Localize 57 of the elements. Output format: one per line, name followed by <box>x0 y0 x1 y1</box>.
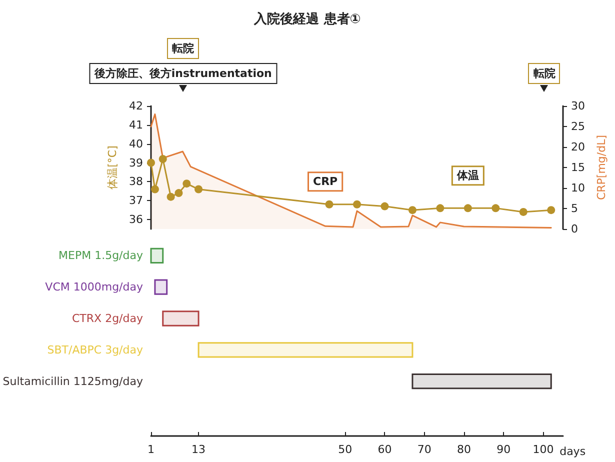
y2-tick-label: 20 <box>571 140 585 154</box>
text: 後方除圧、後方instrumentation <box>89 63 277 84</box>
point <box>436 204 444 212</box>
y-tick-label: MEPM 1.5g/day <box>58 249 144 262</box>
text: 転院 <box>167 38 200 59</box>
y-tick-label: 37 <box>129 194 143 208</box>
y-tick-label: 42 <box>129 100 143 112</box>
point <box>174 189 183 198</box>
y-tick-label: 41 <box>129 118 143 132</box>
y-tick-label: 38 <box>129 175 143 188</box>
y-tick-label: Sultamicillin 1125mg/day <box>2 374 144 388</box>
point <box>194 185 203 194</box>
point <box>325 200 334 208</box>
x-tick-label: 1 <box>148 443 154 456</box>
point <box>158 154 167 163</box>
x-tick-label: 60 <box>378 443 392 456</box>
y-tick-label: CTRX 2g/day <box>72 312 144 325</box>
text: 転院 <box>528 63 560 84</box>
point <box>147 158 155 167</box>
bar <box>198 342 414 358</box>
point <box>519 208 528 216</box>
x-tick-label: 80 <box>456 443 471 456</box>
y-tick-label: 39 <box>129 156 143 170</box>
y-tick-label: SBT/ABPC 3g/day <box>47 343 144 356</box>
point <box>547 206 556 214</box>
point <box>380 202 389 210</box>
y2-tick-label: 0 <box>571 222 578 236</box>
y-axis-title: 体温[°C] <box>106 146 120 190</box>
chart-title: 入院後経過 患者① <box>253 11 361 27</box>
y2-tick-label: 10 <box>571 182 585 194</box>
point <box>353 200 361 208</box>
point <box>166 192 175 201</box>
bar <box>412 373 552 390</box>
y2-tick-label: 5 <box>571 202 578 215</box>
bar <box>154 279 168 295</box>
text: CRP <box>313 175 338 188</box>
y-tick-label: VCM 1000mg/day <box>45 280 144 294</box>
x-tick-label: 13 <box>192 443 206 456</box>
x-tick-label: 50 <box>338 443 352 456</box>
point <box>182 180 191 188</box>
x-tick-label: 100 <box>532 443 554 456</box>
text: 体温 <box>456 169 479 182</box>
y2-axis-title: CRP[mg/dL] <box>594 134 608 200</box>
y2-tick-label: 15 <box>571 161 585 174</box>
y-tick-label: 40 <box>129 137 143 150</box>
x-axis-title: days <box>560 445 586 458</box>
x-tick-label: 90 <box>496 443 511 456</box>
y2-tick-label: 30 <box>571 100 585 112</box>
bar <box>162 310 200 326</box>
y-tick-label: 36 <box>129 213 143 226</box>
point <box>464 204 472 212</box>
point <box>408 206 416 214</box>
point <box>492 204 500 212</box>
bar <box>150 248 164 264</box>
point <box>150 185 159 194</box>
y2-tick-label: 25 <box>571 120 585 133</box>
x-tick-label: 70 <box>417 443 432 456</box>
